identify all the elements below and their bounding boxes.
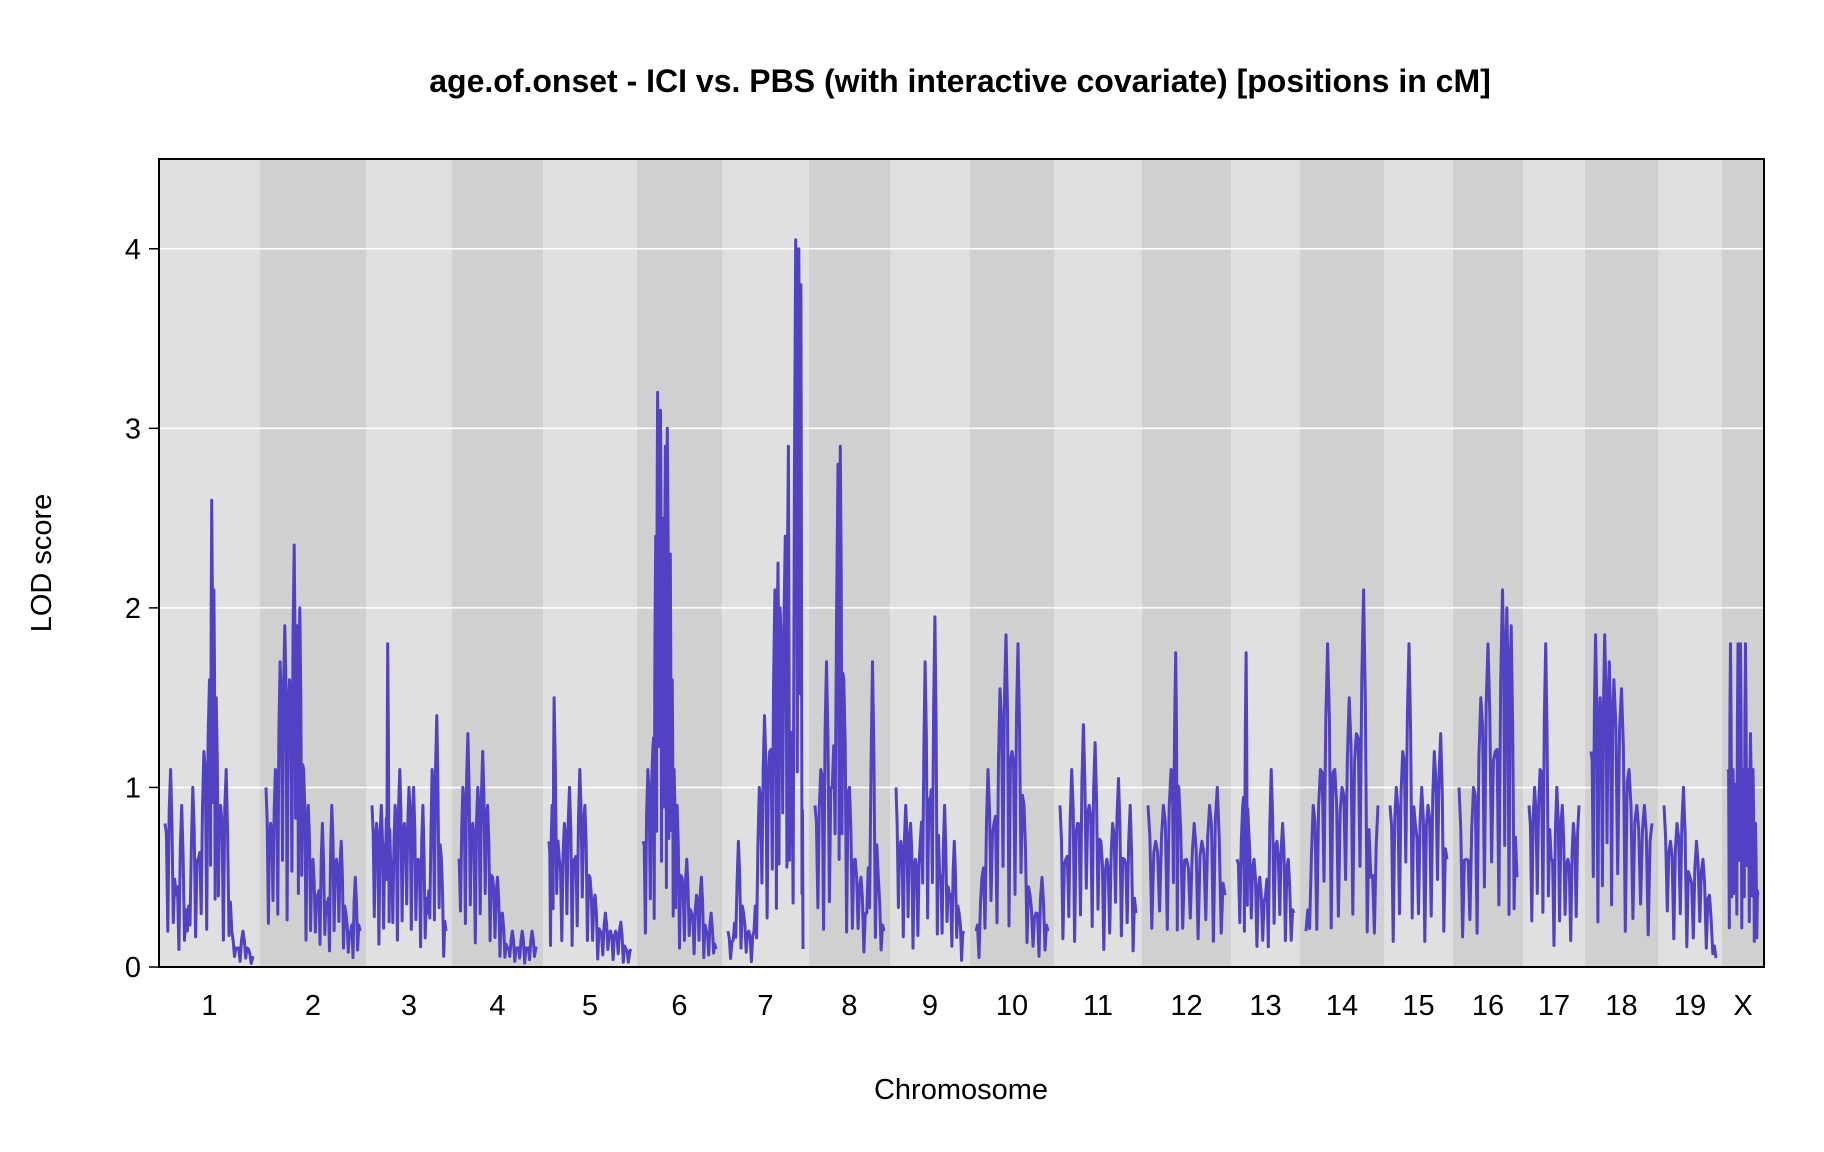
- x-tick-label-3: 3: [401, 990, 417, 1022]
- y-tick-label-4: 4: [125, 234, 141, 266]
- x-tick-label-14: 14: [1326, 990, 1358, 1022]
- y-tick-label-2: 2: [125, 593, 141, 625]
- lod-curve-chr-11: [1058, 723, 1138, 953]
- x-tick-label-12: 12: [1170, 990, 1202, 1022]
- x-tick-label-16: 16: [1472, 990, 1504, 1022]
- lod-curve-chr-10: [974, 633, 1050, 960]
- lod-curve-chr-19: [1662, 785, 1718, 959]
- y-axis-ticks: 0 1 2 3 4: [125, 234, 159, 984]
- x-tick-label-10: 10: [996, 990, 1028, 1022]
- y-tick-label-0: 0: [125, 952, 141, 984]
- lod-curve-chr-6: [641, 390, 718, 960]
- x-tick-label-1: 1: [201, 990, 217, 1022]
- lod-curves: [163, 238, 1760, 965]
- lod-curve-chr-2: [264, 543, 362, 960]
- x-tick-label-19: 19: [1674, 990, 1706, 1022]
- chart-title: age.of.onset - ICI vs. PBS (with interac…: [429, 63, 1491, 99]
- lod-curve-chr-15: [1388, 642, 1449, 943]
- lod-curve-chr-9: [894, 615, 966, 962]
- lod-curve-chr-7: [726, 238, 805, 964]
- x-tick-label-5: 5: [582, 990, 598, 1022]
- x-tick-label-4: 4: [489, 990, 505, 1022]
- lod-curve-chr-13: [1235, 651, 1296, 949]
- lod-curve-chr-12: [1146, 651, 1227, 943]
- x-tick-label-X: X: [1733, 990, 1752, 1022]
- x-tick-label-8: 8: [841, 990, 857, 1022]
- x-tick-label-2: 2: [305, 990, 321, 1022]
- x-tick-label-9: 9: [922, 990, 938, 1022]
- x-tick-label-17: 17: [1538, 990, 1570, 1022]
- chromosome-band-10: [970, 159, 1054, 967]
- x-tick-label-6: 6: [671, 990, 687, 1022]
- lod-curve-chr-17: [1527, 642, 1581, 947]
- x-tick-label-13: 13: [1249, 990, 1281, 1022]
- x-tick-label-11: 11: [1083, 990, 1113, 1022]
- plot-frame: [158, 158, 1765, 968]
- lod-curve-chr-1: [163, 498, 255, 965]
- lod-curve-chr-8: [813, 444, 886, 954]
- lod-curve-chr-3: [370, 642, 448, 958]
- chromosome-band-19: [1658, 159, 1722, 967]
- chromosome-band-5: [543, 159, 637, 967]
- lod-curve-chr-16: [1457, 588, 1519, 939]
- lod-curve-chr-X: [1726, 642, 1760, 943]
- chromosome-bands: [159, 159, 1764, 967]
- y-tick-label-1: 1: [125, 772, 141, 804]
- x-axis-ticks: 1 2 3 4 5 6 7 8 9 10 11 12 13 14 15 16 17 18 19 X: [201, 990, 1752, 1022]
- x-axis-label: Chromosome: [874, 1074, 1048, 1106]
- lod-curve-chr-4: [457, 732, 539, 965]
- x-tick-label-18: 18: [1605, 990, 1637, 1022]
- x-tick-label-7: 7: [757, 990, 773, 1022]
- x-tick-label-15: 15: [1402, 990, 1434, 1022]
- y-tick-label-3: 3: [125, 413, 141, 445]
- lod-curve-chr-5: [547, 696, 633, 964]
- lod-curve-chr-14: [1304, 588, 1380, 935]
- chromosome-band-16: [1453, 159, 1523, 967]
- y-axis-label: LOD score: [26, 494, 58, 633]
- lod-curve-chr-18: [1589, 633, 1654, 937]
